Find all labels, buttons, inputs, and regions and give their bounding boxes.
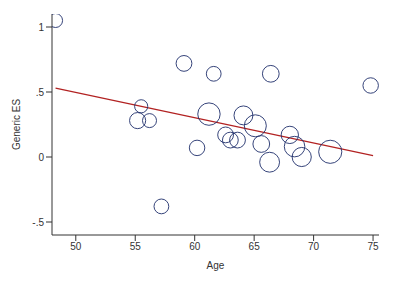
svg-text:Age: Age <box>207 260 225 271</box>
svg-text:0: 0 <box>38 152 44 163</box>
svg-text:.5: .5 <box>36 87 45 98</box>
svg-text:Generic ES: Generic ES <box>11 99 22 150</box>
svg-text:55: 55 <box>130 241 142 252</box>
svg-text:60: 60 <box>189 241 201 252</box>
svg-text:65: 65 <box>249 241 261 252</box>
svg-text:70: 70 <box>308 241 320 252</box>
svg-text:1: 1 <box>38 22 44 33</box>
svg-text:50: 50 <box>70 241 82 252</box>
svg-text:75: 75 <box>367 241 379 252</box>
svg-text:-.5: -.5 <box>32 217 44 228</box>
